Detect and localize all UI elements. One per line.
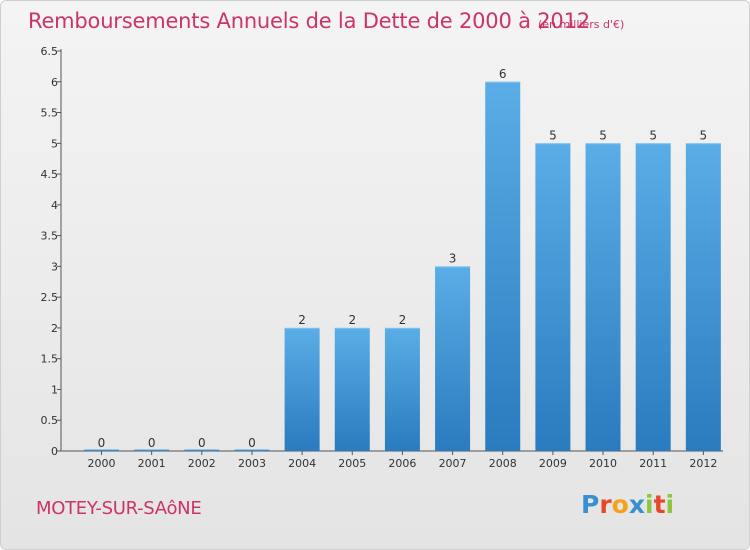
logo-letter: P: [581, 490, 600, 519]
y-tick-label: 6: [51, 76, 58, 89]
x-tick-label: 2005: [338, 457, 366, 470]
y-tick-label: 5.5: [41, 107, 59, 120]
bar-2003: [234, 449, 270, 451]
data-label: 0: [98, 436, 106, 450]
x-tick-label: 2007: [439, 457, 467, 470]
bar-2011: [635, 143, 671, 452]
chart-title: Remboursements Annuels de la Dette de 20…: [28, 9, 590, 33]
logo-letter: i: [645, 490, 654, 519]
y-tick-label: 3.5: [41, 230, 59, 243]
y-tick-label: 2.5: [41, 291, 59, 304]
data-label: 5: [700, 128, 708, 142]
bar-2006: [384, 327, 420, 451]
bar-2004: [284, 327, 320, 451]
bar-2010: [585, 143, 621, 452]
bar-2000: [84, 449, 119, 451]
y-tick-label: 5: [51, 137, 58, 150]
x-tick-label: 2008: [489, 457, 517, 470]
x-tick-label: 2006: [388, 457, 416, 470]
y-tick-label: 1.5: [41, 353, 59, 366]
logo-letter: o: [611, 490, 629, 519]
data-label: 0: [248, 436, 256, 450]
commune-name: MOTEY-SUR-SAôNE: [36, 498, 202, 519]
bar-2002: [184, 449, 220, 451]
proxiti-logo: Proxiti: [581, 490, 674, 519]
bar-2009: [535, 143, 571, 452]
x-tick-label: 2002: [188, 457, 216, 470]
data-label: 5: [549, 128, 557, 142]
x-tick-label: 2011: [639, 457, 667, 470]
x-tick-label: 2010: [589, 457, 617, 470]
data-label: 5: [599, 128, 607, 142]
logo-letter: r: [599, 490, 612, 519]
y-tick-label: 3: [51, 260, 58, 273]
logo-letter: x: [628, 490, 645, 519]
bar-2008: [485, 81, 521, 452]
y-tick-label: 4: [51, 199, 58, 212]
bar-2005: [334, 327, 370, 451]
x-tick-label: 2004: [288, 457, 316, 470]
x-tick-label: 2012: [689, 457, 717, 470]
chart-subtitle: (en milliers d'€): [538, 18, 625, 31]
bar-2001: [134, 449, 170, 451]
x-tick-label: 2003: [238, 457, 266, 470]
data-label: 3: [449, 251, 457, 265]
data-label: 0: [198, 436, 206, 450]
data-label: 6: [499, 67, 507, 81]
y-tick-label: 0.5: [41, 414, 59, 427]
bar-2012: [685, 143, 721, 452]
data-label: 0: [148, 436, 156, 450]
data-label: 2: [348, 313, 356, 327]
x-tick-label: 2000: [88, 457, 116, 470]
y-tick-label: 0: [51, 445, 58, 458]
x-tick-label: 2009: [539, 457, 567, 470]
logo-letter: i: [665, 490, 675, 519]
logo-letter: t: [653, 490, 666, 519]
data-label: 5: [649, 128, 657, 142]
bar-2007: [435, 266, 471, 451]
y-tick-label: 1: [51, 383, 58, 396]
y-tick-label: 2: [51, 322, 58, 335]
y-tick-label: 4.5: [41, 168, 59, 181]
x-tick-label: 2001: [138, 457, 166, 470]
data-label: 2: [399, 313, 407, 327]
data-label: 2: [298, 313, 306, 327]
y-tick-label: 6.5: [41, 45, 59, 58]
